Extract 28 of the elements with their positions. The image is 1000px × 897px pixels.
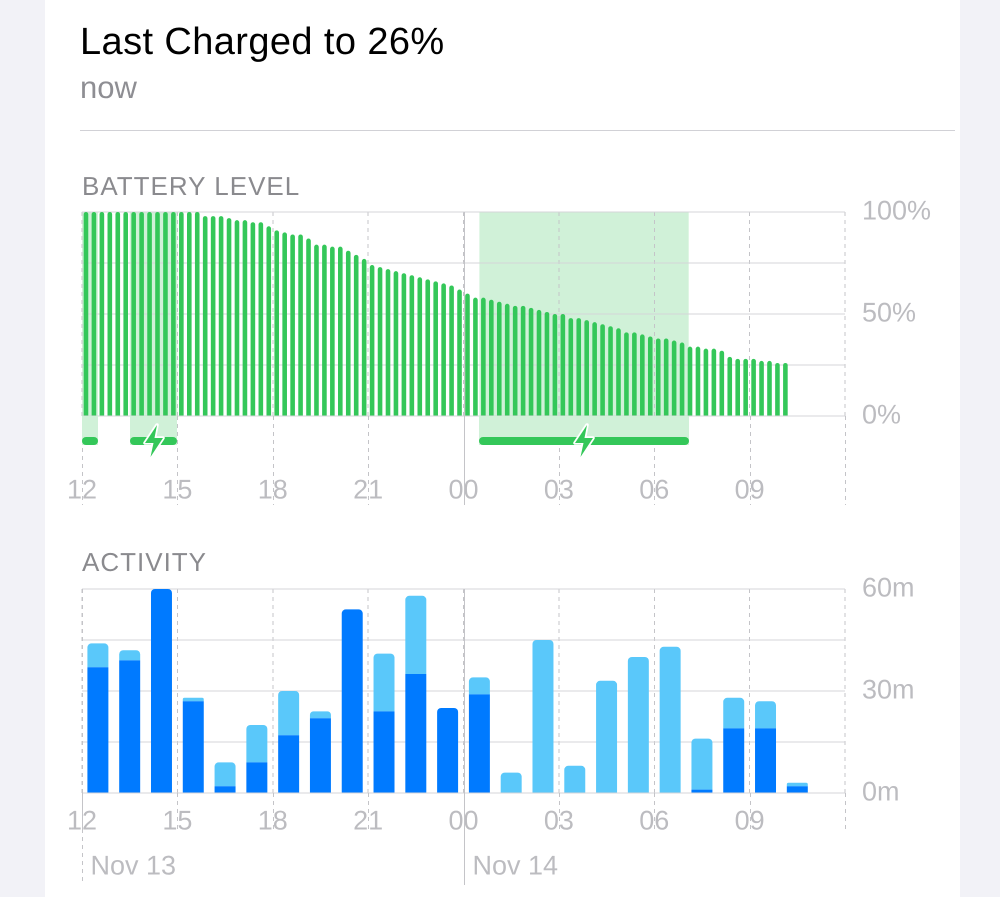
x-tick-label: 15: [162, 474, 192, 505]
x-tick-label: 03: [544, 474, 574, 505]
chart-title: BATTERY LEVEL: [82, 171, 300, 201]
y-tick-label: 0%: [862, 399, 902, 430]
x-tick-label: 00: [448, 474, 479, 505]
text: Last Charged to 26%: [80, 20, 445, 64]
x-tick-label: 18: [258, 474, 288, 505]
x-tick-label: 15: [162, 806, 192, 836]
x-tick-label: 12: [66, 806, 98, 836]
text: now: [80, 70, 137, 106]
x-tick-label: 06: [639, 806, 670, 836]
chart-title: ACTIVITY: [82, 547, 208, 577]
x-tick-label: 03: [544, 806, 574, 836]
x-tick-label: 21: [353, 806, 384, 836]
y-tick-label: 100%: [862, 195, 932, 226]
x-tick-label: 09: [734, 474, 765, 505]
x-tick-label: 06: [639, 474, 670, 505]
y-tick-label: 30m: [862, 674, 915, 704]
x-tick-label: 12: [66, 474, 98, 505]
x-tick-label: 18: [258, 806, 288, 836]
x-tick-label: 21: [353, 474, 384, 505]
x-tick-label: 00: [448, 806, 479, 836]
y-tick-label: 0m: [862, 776, 900, 806]
y-tick-label: 50%: [862, 297, 916, 328]
y-tick-label: 60m: [862, 572, 915, 602]
ref-line-label: Nov 14: [472, 850, 558, 880]
legend-label: Nov 13: [90, 850, 176, 880]
x-tick-label: 09: [734, 806, 765, 836]
